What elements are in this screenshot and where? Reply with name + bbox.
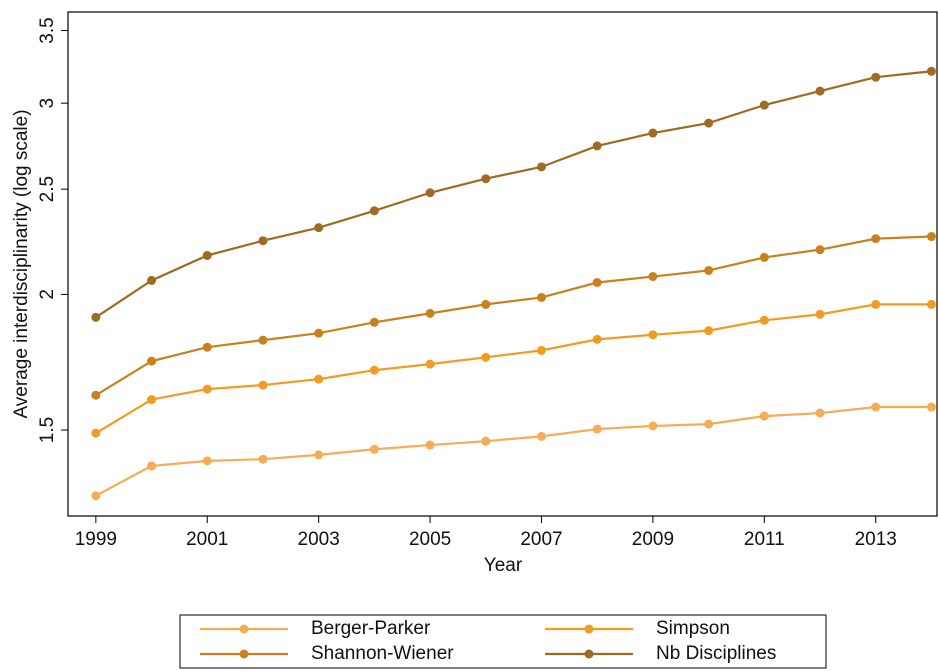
point	[592, 278, 602, 288]
legend-label: Nb Disciplines	[656, 643, 776, 664]
point	[871, 299, 881, 309]
x-tick-label: 2001	[186, 529, 228, 550]
legend-label: Shannon-Wiener	[311, 643, 454, 664]
x-tick-label: 2009	[632, 529, 674, 550]
point	[759, 100, 769, 110]
point	[314, 328, 324, 338]
x-tick-label: 2013	[855, 529, 897, 550]
point	[258, 454, 268, 464]
point	[202, 384, 212, 394]
point	[926, 232, 936, 242]
point	[147, 395, 157, 405]
point	[147, 461, 157, 471]
point	[704, 118, 714, 128]
x-tick-label: 2005	[409, 529, 451, 550]
point	[258, 380, 268, 390]
legend-box	[179, 614, 827, 669]
point	[815, 245, 825, 255]
series-line	[95, 70, 932, 319]
point	[926, 402, 936, 412]
x-tick-label: 2003	[298, 529, 340, 550]
point	[314, 223, 324, 233]
y-tick-label: 3.5	[37, 17, 58, 43]
point	[258, 236, 268, 246]
point	[536, 292, 546, 302]
point	[871, 72, 881, 82]
point	[815, 309, 825, 319]
legend-marker	[584, 624, 594, 634]
y-axis-title: Average interdisciplinarity (log scale)	[11, 109, 32, 418]
y-tick-label: 1.5	[37, 417, 58, 443]
point	[481, 436, 491, 446]
series-line	[95, 303, 932, 435]
point	[369, 444, 379, 454]
point	[202, 342, 212, 352]
point	[815, 408, 825, 418]
point	[314, 450, 324, 460]
point	[202, 456, 212, 466]
point	[648, 128, 658, 138]
legend-label: Simpson	[656, 618, 730, 639]
point	[91, 312, 101, 322]
point	[648, 330, 658, 340]
point	[536, 345, 546, 355]
point	[425, 308, 435, 318]
y-tick-label: 3	[37, 98, 58, 109]
point	[147, 275, 157, 285]
point	[147, 356, 157, 366]
point	[91, 390, 101, 400]
x-tick-label: 1999	[75, 529, 117, 550]
point	[592, 141, 602, 151]
point	[536, 162, 546, 172]
point	[369, 206, 379, 216]
point	[481, 352, 491, 362]
point	[91, 428, 101, 438]
x-tick-label: 2007	[520, 529, 562, 550]
point	[704, 419, 714, 429]
point	[425, 359, 435, 369]
point	[592, 424, 602, 434]
plot-frame	[67, 11, 938, 517]
point	[871, 234, 881, 244]
point	[425, 188, 435, 198]
point	[91, 491, 101, 501]
legend-marker	[239, 624, 249, 634]
series-line	[95, 235, 932, 397]
y-tick-label: 2.5	[37, 176, 58, 202]
x-tick-label: 2011	[744, 529, 785, 550]
point	[536, 431, 546, 441]
point	[648, 421, 658, 431]
point	[704, 265, 714, 275]
point	[369, 365, 379, 375]
point	[481, 299, 491, 309]
series-line	[95, 405, 932, 497]
legend-label: Berger-Parker	[311, 618, 431, 639]
point	[871, 402, 881, 412]
point	[202, 250, 212, 260]
legend-marker	[239, 649, 249, 659]
point	[759, 315, 769, 325]
y-tick-label: 2	[37, 289, 58, 300]
point	[481, 174, 491, 184]
point	[759, 411, 769, 421]
point	[258, 335, 268, 345]
point	[759, 252, 769, 262]
point	[592, 334, 602, 344]
point	[926, 299, 936, 309]
point	[815, 86, 825, 96]
point	[369, 317, 379, 327]
point	[926, 66, 936, 76]
point	[704, 326, 714, 336]
x-axis-title: Year	[484, 555, 523, 576]
point	[648, 272, 658, 282]
point	[425, 440, 435, 450]
point	[314, 374, 324, 384]
legend-marker	[584, 649, 594, 659]
